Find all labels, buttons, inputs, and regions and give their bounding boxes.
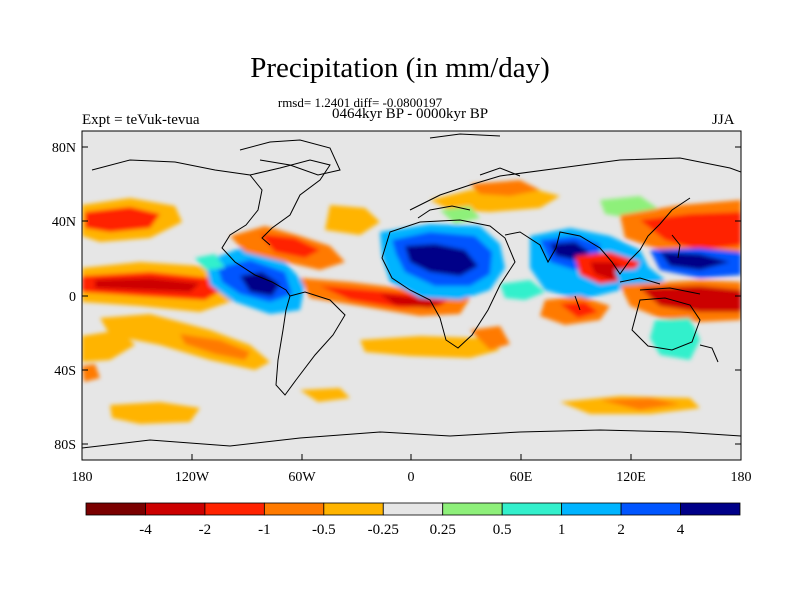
lat-tick-label: 40N (52, 215, 76, 230)
colorbar-label: 0.25 (430, 522, 456, 538)
season-label: JJA (712, 112, 735, 128)
colorbar-swatch (561, 502, 622, 516)
lat-tick-label: 0 (69, 290, 76, 305)
colorbar-label: -0.5 (312, 522, 336, 538)
colorbar-swatch (85, 502, 146, 516)
period-subtitle: 0464kyr BP - 0000kyr BP (331, 106, 489, 122)
lon-tick-label: 180 (731, 470, 752, 485)
colorbar-label: -4 (139, 522, 152, 538)
lon-tick-label: 120W (175, 470, 210, 485)
colorbar-swatch (323, 502, 384, 516)
colorbar-swatch (204, 502, 265, 516)
colorbar-label: -1 (258, 522, 271, 538)
coastlines (82, 133, 741, 449)
chart-title: Precipitation (in mm/day) (250, 52, 550, 84)
colorbar-label: 4 (677, 522, 685, 538)
latitude-axis: 80N 40N 0 40S 80S (52, 141, 741, 453)
colorbar-swatch (442, 502, 503, 516)
experiment-label: Expt = teVuk-tevua (82, 112, 200, 128)
lat-tick-label: 40S (54, 364, 76, 379)
colorbar-swatch (145, 502, 206, 516)
colorbar: -4 -2 -1 -0.5 -0.25 0.25 0.5 1 2 4 (85, 502, 741, 538)
colorbar-label: 1 (558, 522, 566, 538)
colorbar-swatch (382, 502, 444, 516)
colorbar-swatch (501, 502, 563, 516)
colorbar-swatch (263, 502, 325, 516)
colorbar-label: 2 (617, 522, 625, 538)
colorbar-label: -0.25 (368, 522, 399, 538)
colorbar-label: 0.5 (493, 522, 512, 538)
precipitation-anomaly-field (82, 131, 741, 460)
colorbar-swatch (680, 502, 741, 516)
longitude-axis: 180 120W 60W 0 60E 120E 180 (72, 454, 752, 485)
stats-subtitle: rmsd= 1.2401 diff= -0.0800197 (277, 95, 443, 110)
lon-tick-label: 60W (288, 470, 316, 485)
lon-tick-label: 120E (616, 470, 646, 485)
colorbar-swatch (620, 502, 681, 516)
lon-tick-label: 0 (408, 470, 415, 485)
lat-tick-label: 80N (52, 141, 76, 156)
lat-tick-label: 80S (54, 438, 76, 453)
lon-tick-label: 60E (510, 470, 533, 485)
lon-tick-label: 180 (72, 470, 93, 485)
colorbar-label: -2 (199, 522, 212, 538)
